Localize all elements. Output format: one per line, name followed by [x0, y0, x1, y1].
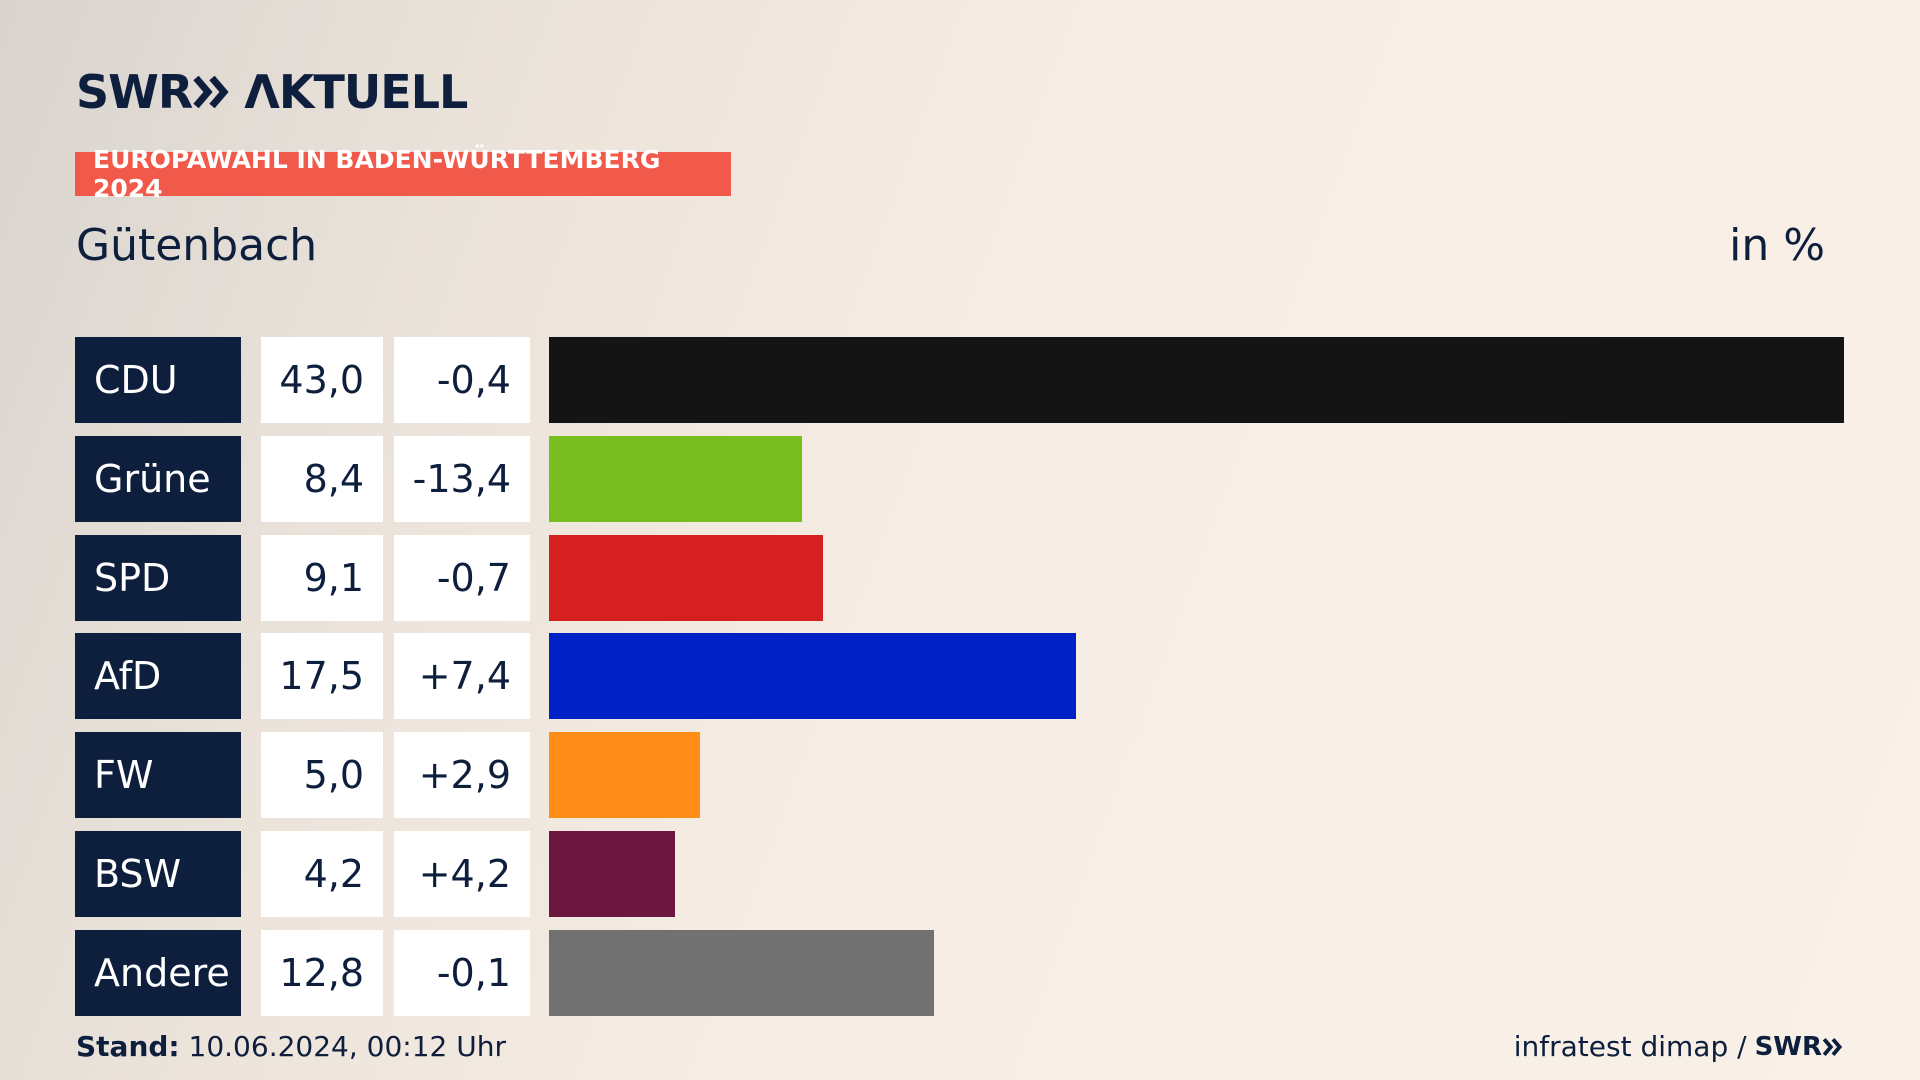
source-chevrons [1822, 1037, 1843, 1056]
badge: EUROPAWAHL IN BADEN-WÜRTTEMBERG 2024 [75, 145, 731, 203]
source-brand: SWR [1754, 1031, 1822, 1062]
footer-stand: Stand: 10.06.2024, 00:12 Uhr [76, 1030, 506, 1063]
logo: SWR ΛKTUELL [76, 64, 468, 120]
bar [549, 337, 1844, 423]
party-label: BSW [75, 831, 241, 917]
stand-value: 10.06.2024, 00:12 Uhr [188, 1030, 506, 1063]
change-label: -0,4 [394, 337, 530, 423]
party-label: SPD [75, 534, 241, 621]
change-label: -0,1 [394, 929, 530, 1016]
change-label: +2,9 [394, 732, 530, 819]
logo-chevrons [193, 75, 229, 109]
change-label: -0,7 [394, 534, 530, 621]
party-label: Andere [75, 929, 241, 1016]
change-label: +7,4 [394, 633, 530, 720]
bar [549, 929, 935, 1016]
party-label: FW [75, 732, 241, 819]
party-label: CDU [75, 337, 241, 423]
stand-label: Stand: [76, 1030, 180, 1063]
change-label: +4,2 [394, 831, 530, 917]
value-label: 43,0 [261, 337, 383, 423]
bar [549, 534, 824, 621]
chart-title: Gütenbach [76, 220, 318, 271]
bar [549, 831, 676, 917]
bar [549, 435, 802, 522]
footer-source: infratest dimap / SWR [1514, 1030, 1844, 1063]
value-label: 5,0 [261, 732, 383, 819]
bar [549, 633, 1077, 720]
party-label: AfD [75, 633, 241, 720]
party-label: Grüne [75, 435, 241, 522]
value-label: 12,8 [261, 929, 383, 1016]
source: infratest dimap / [1513, 1030, 1747, 1063]
logo-brand: SWR [76, 65, 193, 119]
value-label: 9,1 [261, 534, 383, 621]
value-label: 17,5 [261, 633, 383, 720]
value-label: 8,4 [261, 435, 383, 522]
unit-label: in % [1729, 220, 1825, 271]
value-label: 4,2 [261, 831, 383, 917]
bar [549, 732, 700, 819]
logo-product: ΛKTUELL [244, 65, 468, 119]
change-label: -13,4 [394, 435, 530, 522]
